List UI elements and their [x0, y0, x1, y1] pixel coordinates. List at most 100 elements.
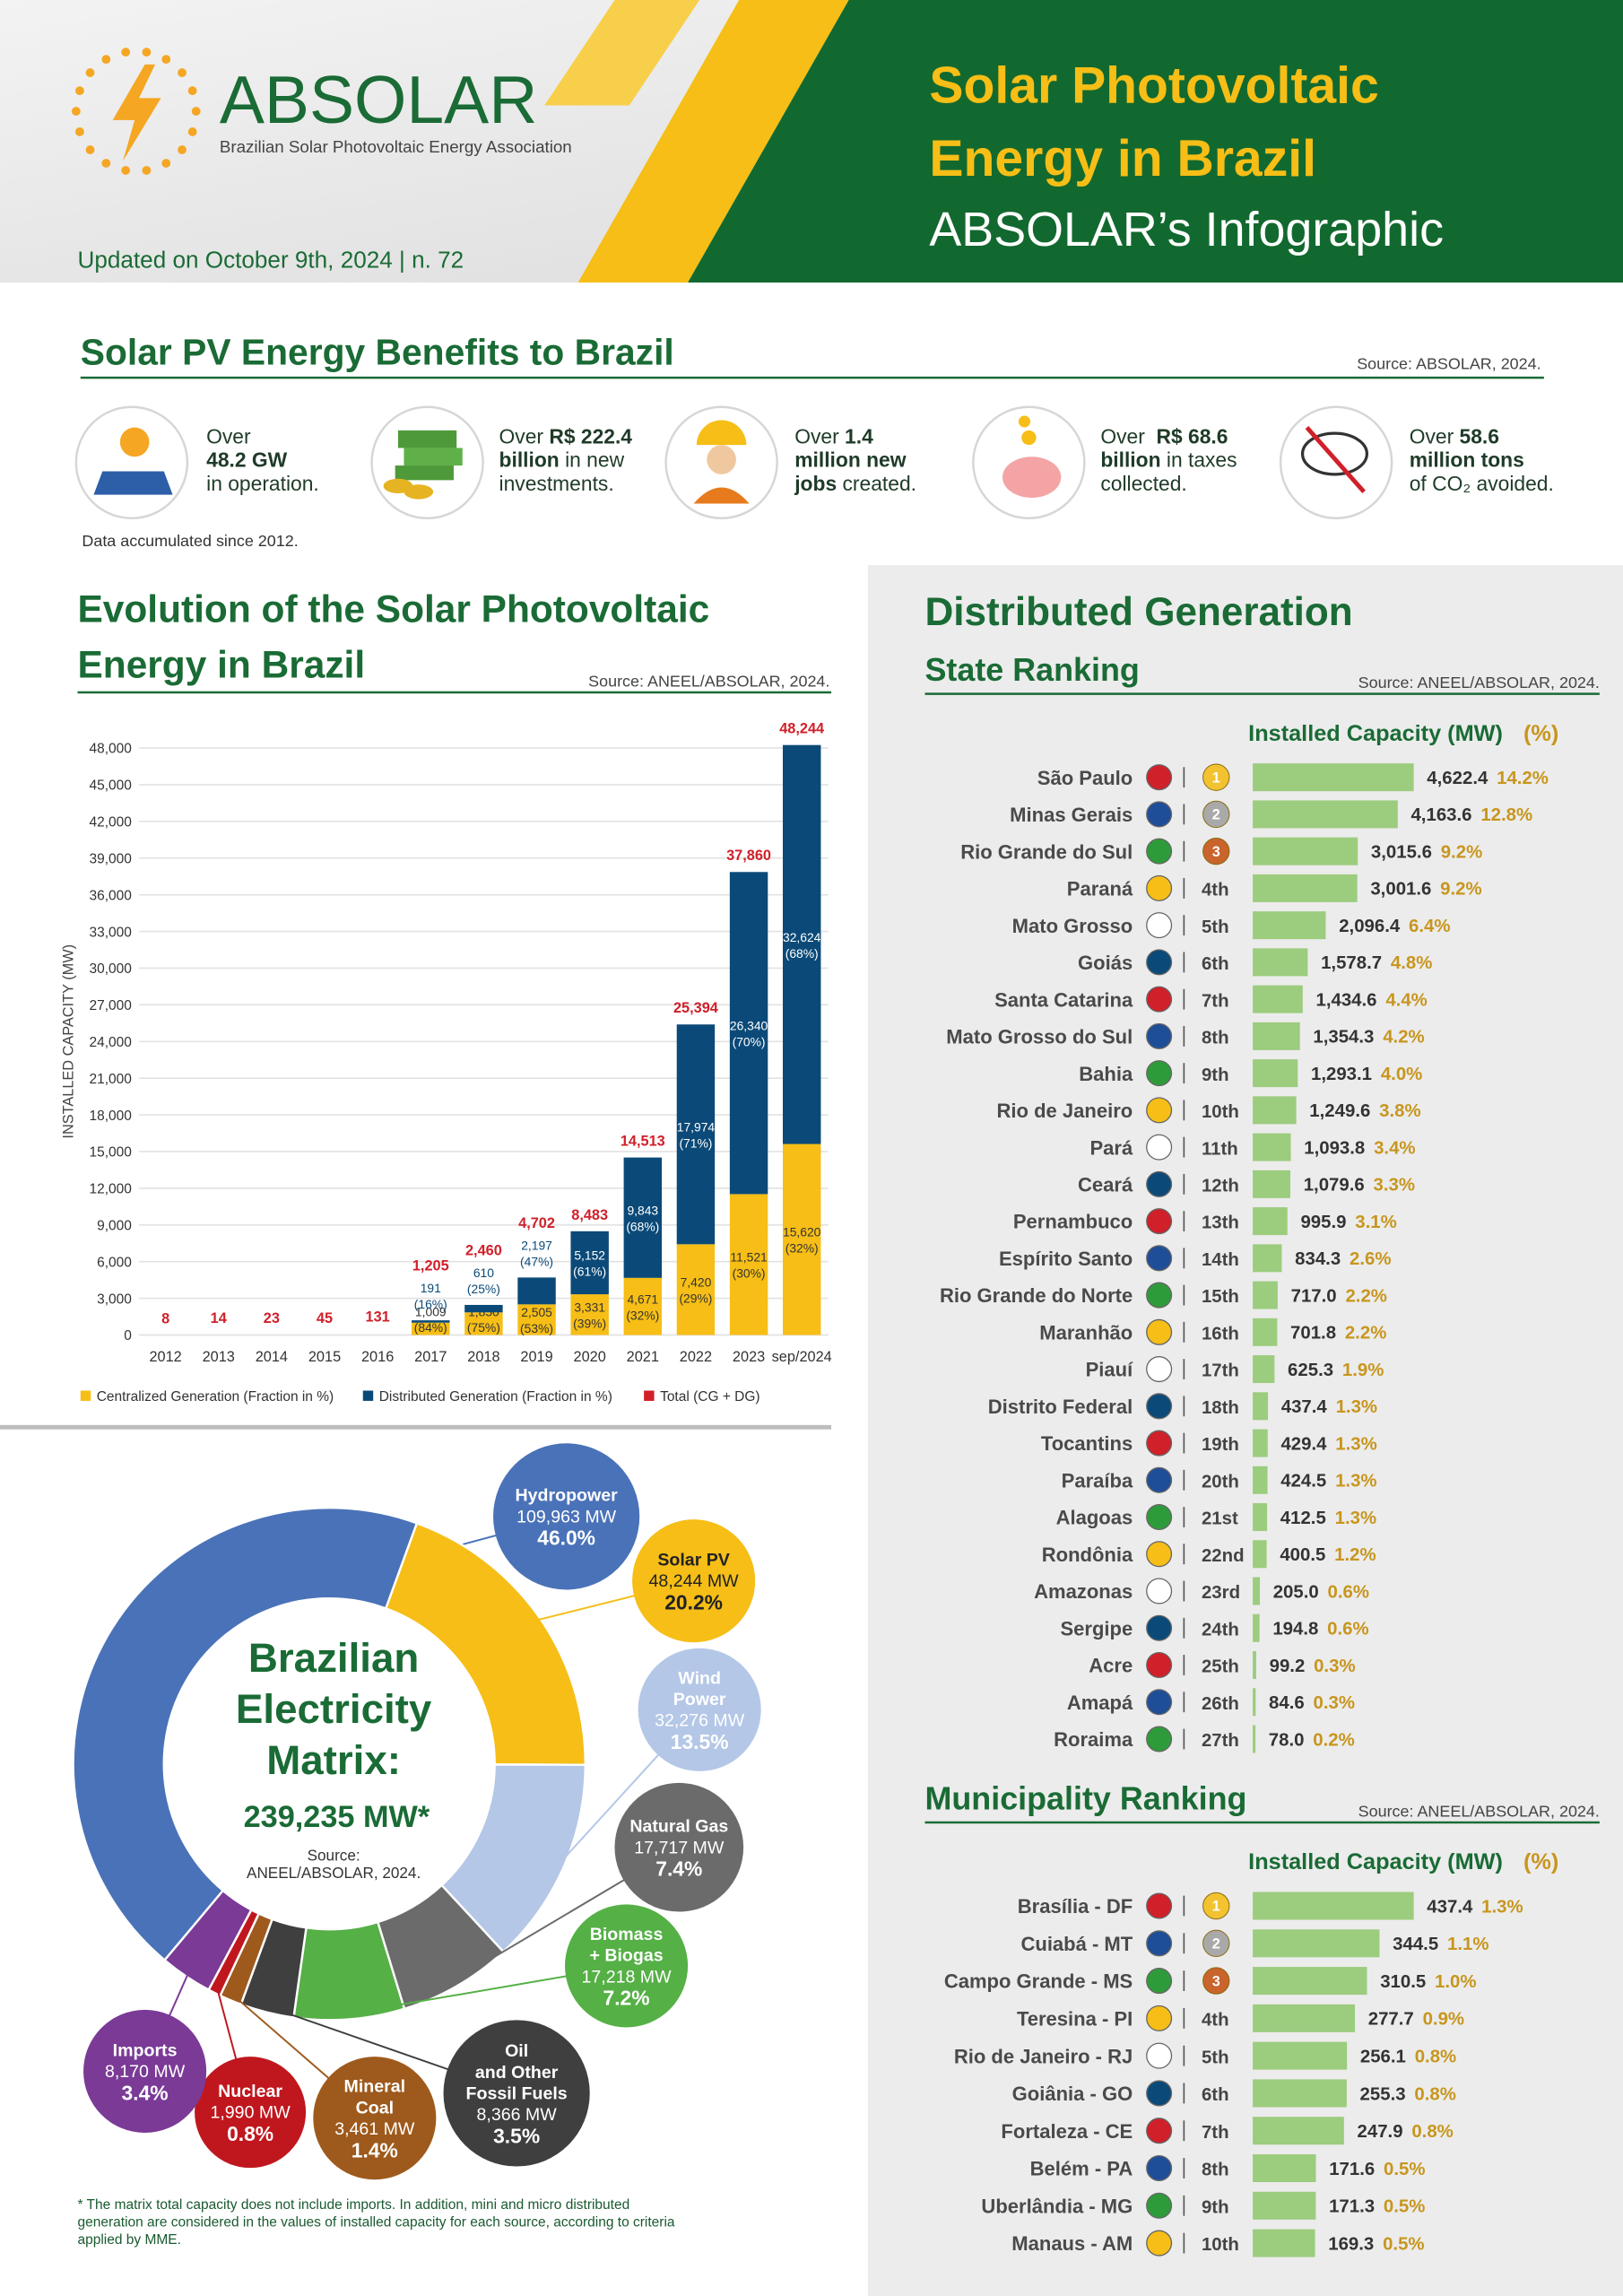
flag — [1146, 1578, 1173, 1605]
row-name: Teresina - PI — [1017, 2008, 1133, 2031]
x-tick-label: 2018 — [467, 1349, 499, 1365]
bubble-value: 8,170 MW — [105, 2062, 186, 2082]
benefit-segment: collected. — [1100, 472, 1186, 495]
bar-share-label: (68%) — [626, 1219, 659, 1233]
flag — [1146, 1097, 1173, 1124]
y-tick-label: 15,000 — [89, 1145, 132, 1161]
bar — [1253, 1170, 1291, 1198]
bar — [1253, 1059, 1298, 1088]
bar — [1253, 2004, 1356, 2032]
value-label: 437.4 — [1427, 1897, 1473, 1917]
bar-value-label: 4,671 — [627, 1292, 658, 1306]
share-label: 3.4% — [1374, 1138, 1415, 1158]
flag — [1146, 1318, 1173, 1345]
value-label: 171.6 — [1329, 2160, 1375, 2179]
bubble-share: 7.4% — [655, 1857, 702, 1881]
benefit-icons — [74, 405, 1393, 520]
flag — [1146, 2118, 1173, 2144]
bubble-name: Nuclear — [218, 2082, 282, 2101]
flag — [1146, 2192, 1173, 2219]
flag — [1146, 874, 1173, 901]
bar-segment — [412, 1320, 450, 1323]
benefit-segment: of CO₂ avoided. — [1410, 472, 1554, 495]
benefit-text: billion in taxes — [1100, 448, 1237, 472]
y-tick-label: 42,000 — [89, 815, 132, 831]
benefit-segment: Over — [1410, 425, 1460, 448]
section-subtitle: State Ranking — [924, 652, 1139, 688]
benefit-text: collected. — [1100, 472, 1186, 495]
bar — [1253, 1318, 1278, 1346]
row-name: Santa Catarina — [994, 988, 1133, 1011]
y-tick-label: 6,000 — [97, 1255, 132, 1270]
share-label: 2.2% — [1345, 1324, 1386, 1344]
flag — [1146, 1541, 1173, 1568]
bubble-name: + Biogas — [589, 1946, 663, 1966]
legend-swatch — [80, 1390, 91, 1401]
y-tick-label: 36,000 — [89, 888, 132, 903]
value-label: 256.1 — [1360, 2047, 1406, 2066]
total-label: 25,394 — [673, 1000, 718, 1016]
bar-segment — [623, 1277, 663, 1335]
rank: 19th — [1202, 1435, 1239, 1455]
x-tick-label: 2016 — [361, 1349, 394, 1365]
share-label: 0.3% — [1314, 1657, 1355, 1676]
medal — [1202, 1929, 1230, 1957]
bubble-name: Coal — [356, 2098, 394, 2118]
row-name: Acre — [1089, 1655, 1133, 1677]
flag — [1146, 1892, 1173, 1919]
logo-bolt — [112, 64, 161, 161]
y-tick-label: 48,000 — [89, 742, 132, 757]
row-name: Rondônia — [1042, 1544, 1133, 1566]
value-label: 429.4 — [1280, 1434, 1327, 1454]
bar-value-label: 3,331 — [574, 1300, 605, 1315]
y-tick-label: 21,000 — [89, 1072, 132, 1087]
flag — [1146, 1134, 1173, 1161]
rank: 24th — [1202, 1620, 1239, 1639]
bar — [1253, 1244, 1282, 1273]
value-label: 3,001.6 — [1370, 880, 1431, 900]
legend-swatch — [644, 1390, 655, 1401]
bar — [1253, 1725, 1256, 1753]
medal — [1202, 1967, 1230, 1995]
x-tick-label: 2022 — [680, 1349, 712, 1365]
icon-worker — [693, 420, 750, 504]
bar — [1253, 1651, 1256, 1680]
update-note: Updated on October 9th, 2024 | n. 72 — [78, 247, 464, 274]
value-label: 99.2 — [1270, 1657, 1306, 1676]
bar-share-label: (68%) — [785, 946, 819, 961]
logo-dot — [142, 48, 152, 57]
bubble — [313, 2057, 437, 2180]
icon-money — [383, 430, 463, 500]
note: Data accumulated since 2012. — [82, 532, 298, 550]
bar-share-label: (30%) — [733, 1266, 766, 1281]
rank: 15th — [1202, 1287, 1239, 1307]
benefit-segment: Over — [794, 425, 845, 448]
y-tick-label: 33,000 — [89, 925, 132, 940]
bar-value-label: 2,505 — [521, 1305, 552, 1319]
value-label: 1,578.7 — [1321, 953, 1382, 973]
benefit-text: of CO₂ avoided. — [1410, 472, 1554, 495]
share-label: 0.3% — [1314, 1693, 1355, 1713]
bar-segment — [729, 1194, 768, 1335]
rank: 6th — [1202, 954, 1229, 974]
rank: 14th — [1202, 1250, 1239, 1270]
share-label: 1.9% — [1342, 1361, 1384, 1380]
bubble — [638, 1648, 761, 1771]
flag — [1146, 1393, 1173, 1420]
bar — [1253, 1465, 1268, 1494]
row-name: Minas Gerais — [1010, 804, 1133, 826]
logo-dot — [161, 159, 171, 168]
value-label: 277.7 — [1368, 2010, 1414, 2030]
bubble-name: Mineral — [344, 2077, 406, 2097]
benefit-text: 48.2 GW — [206, 448, 288, 472]
share-label: 0.6% — [1327, 1620, 1368, 1639]
share-label: 0.8% — [1411, 2122, 1453, 2142]
bar — [1253, 1133, 1291, 1161]
bar-share-label: (16%) — [414, 1297, 447, 1311]
rank: 10th — [1202, 2235, 1239, 2255]
flag — [1146, 986, 1173, 1013]
value-label: 717.0 — [1291, 1286, 1337, 1306]
benefit-text: in operation. — [206, 472, 319, 495]
rank: 20th — [1202, 1472, 1239, 1492]
